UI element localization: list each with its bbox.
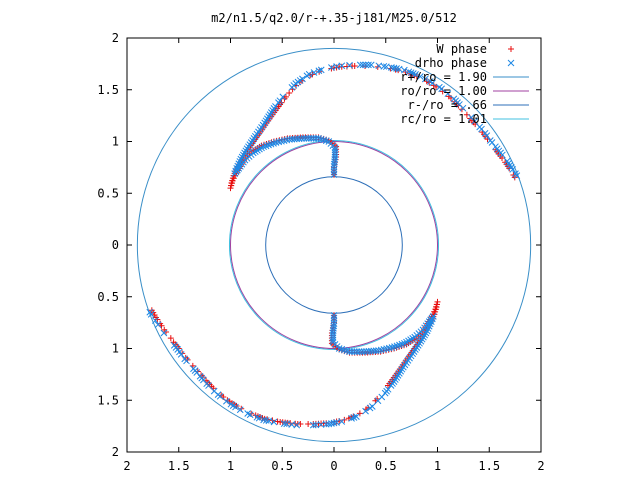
legend-label-w-phase: W phase [436,42,487,56]
y-tick-label: 0 [112,238,119,252]
legend-label-drho-phase: drho phase [415,56,487,70]
y-tick-label: 1 [112,342,119,356]
drho-phase-point [487,137,493,143]
drho-phase-point [304,73,310,79]
legend-label-rc: rc/ro = 1.01 [400,112,487,126]
drho-phase-point [184,358,190,364]
x-tick-label: 0.5 [375,459,397,473]
drho-phase-point [376,63,382,69]
y-tick-label: 1.5 [97,393,119,407]
y-tick-label: 0.5 [97,186,119,200]
legend-label-ro: ro/ro = 1.00 [400,84,487,98]
w-phase-point [286,90,292,96]
x-tick-label: 2 [123,459,130,473]
legend-label-r-plus: r+/ro = 1.90 [400,70,487,84]
x-tick-label: 1 [434,459,441,473]
y-tick-label: 2 [112,31,119,45]
drho-phase-point [271,419,277,425]
w-phase-point [305,421,311,427]
x-tick-label: 0 [330,459,337,473]
x-tick-label: 1 [227,459,234,473]
drho-phase-point [369,403,375,409]
legend: W phase drho phase r+/ro = 1.90 ro/ro = … [400,42,529,126]
drho-phase-point [217,393,223,399]
y-tick-label: 2 [112,445,119,459]
x-tick-label: 0.5 [271,459,293,473]
y-tick-label: 1 [112,135,119,149]
reference-circle [266,177,403,314]
legend-label-r-minus: r-/ro = .66 [408,98,487,112]
drho-phase-point [247,412,253,418]
legend-samples [493,46,529,119]
y-tick-label: 0.5 [97,290,119,304]
x-tick-label: 1.5 [168,459,190,473]
x-tick-label: 2 [537,459,544,473]
drho-phase-point [178,351,184,357]
drho-phase-point [294,422,300,428]
legend-sample-drho-phase [508,60,514,66]
y-tick-label: 1.5 [97,83,119,97]
chart-title: m2/n1.5/q2.0/r-+.35-j181/M25.0/512 [211,11,457,25]
w-phase-point [168,335,174,341]
drho-phase-point [206,383,212,389]
legend-sample-w-phase [508,46,514,52]
phase-plot: m2/n1.5/q2.0/r-+.35-j181/M25.0/512 2 1.5 1… [0,0,640,480]
x-tick-label: 1.5 [478,459,500,473]
